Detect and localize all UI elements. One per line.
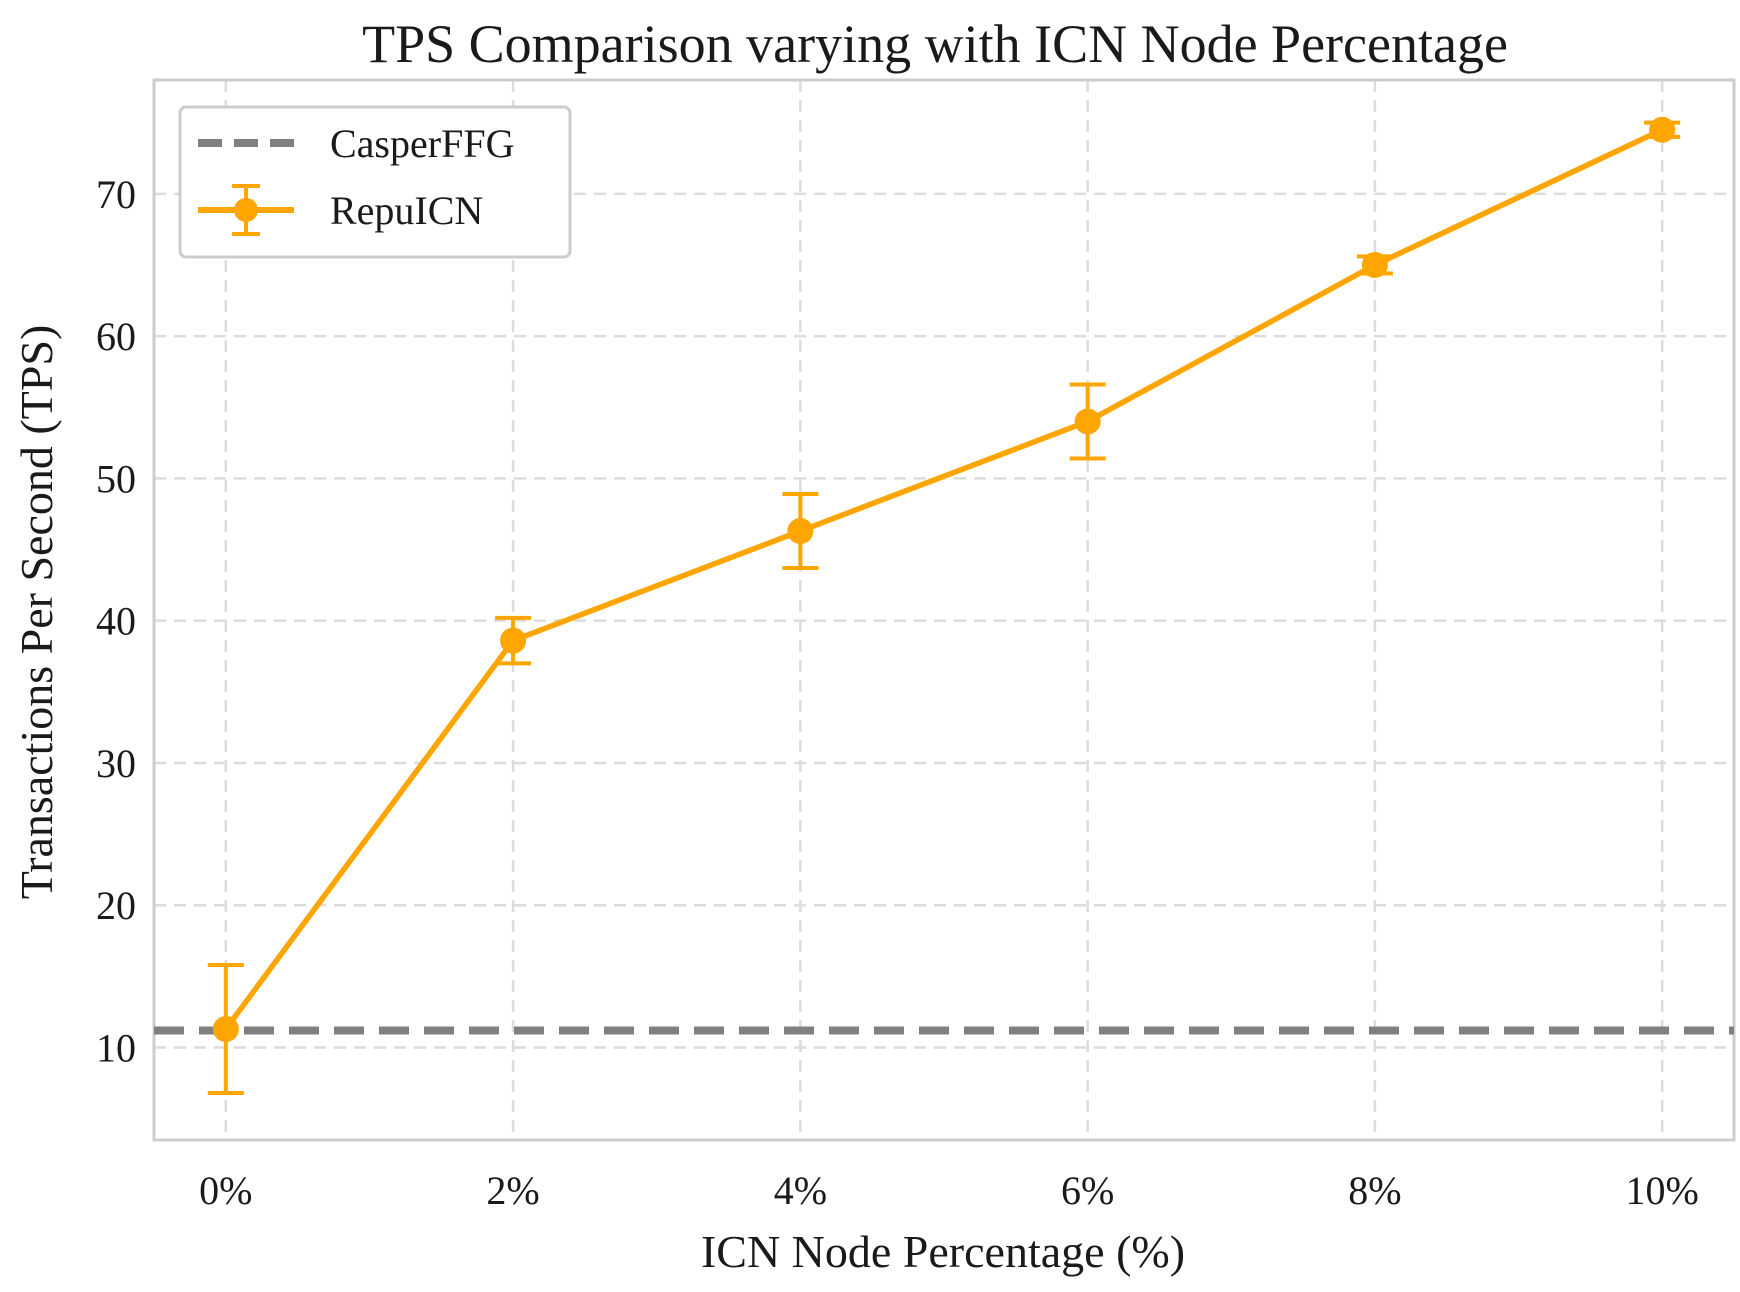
x-tick-label: 6% — [1061, 1168, 1114, 1213]
repuicn-point — [1649, 116, 1676, 143]
legend-repuicn-marker — [234, 198, 258, 222]
x-tick-label: 10% — [1626, 1168, 1699, 1213]
repuicn-point — [212, 1016, 239, 1043]
y-tick-label: 60 — [96, 314, 136, 359]
legend-casperffg-label: CasperFFG — [330, 121, 514, 166]
y-tick-label: 40 — [96, 599, 136, 644]
grid-layer — [154, 80, 1734, 1140]
y-tick-label: 30 — [96, 741, 136, 786]
x-tick-label: 4% — [774, 1168, 827, 1213]
repuicn-point — [1361, 251, 1388, 278]
y-tick-label: 20 — [96, 883, 136, 928]
tick-layer: 0% 2% 4% 6% 8% 10% 10 20 30 40 50 60 70 — [96, 172, 1699, 1213]
y-tick-label: 50 — [96, 456, 136, 501]
series-layer — [154, 116, 1734, 1096]
chart-title: TPS Comparison varying with ICN Node Per… — [362, 14, 1508, 74]
repuicn-point — [787, 518, 814, 545]
repuicn-point — [500, 627, 527, 654]
y-tick-label: 10 — [96, 1026, 136, 1071]
x-axis-label: ICN Node Percentage (%) — [701, 1226, 1185, 1277]
repuicn-point — [1074, 408, 1101, 435]
x-tick-label: 8% — [1348, 1168, 1401, 1213]
y-tick-label: 70 — [96, 172, 136, 217]
y-axis-label: Transactions Per Second (TPS) — [11, 325, 62, 900]
x-tick-label: 2% — [486, 1168, 539, 1213]
plot-area-frame — [152, 78, 1736, 1142]
x-tick-label: 0% — [199, 1168, 252, 1213]
legend: CasperFFG RepuICN — [178, 105, 572, 259]
repuicn-line — [223, 127, 1664, 1031]
legend-repuicn-label: RepuICN — [330, 188, 483, 233]
